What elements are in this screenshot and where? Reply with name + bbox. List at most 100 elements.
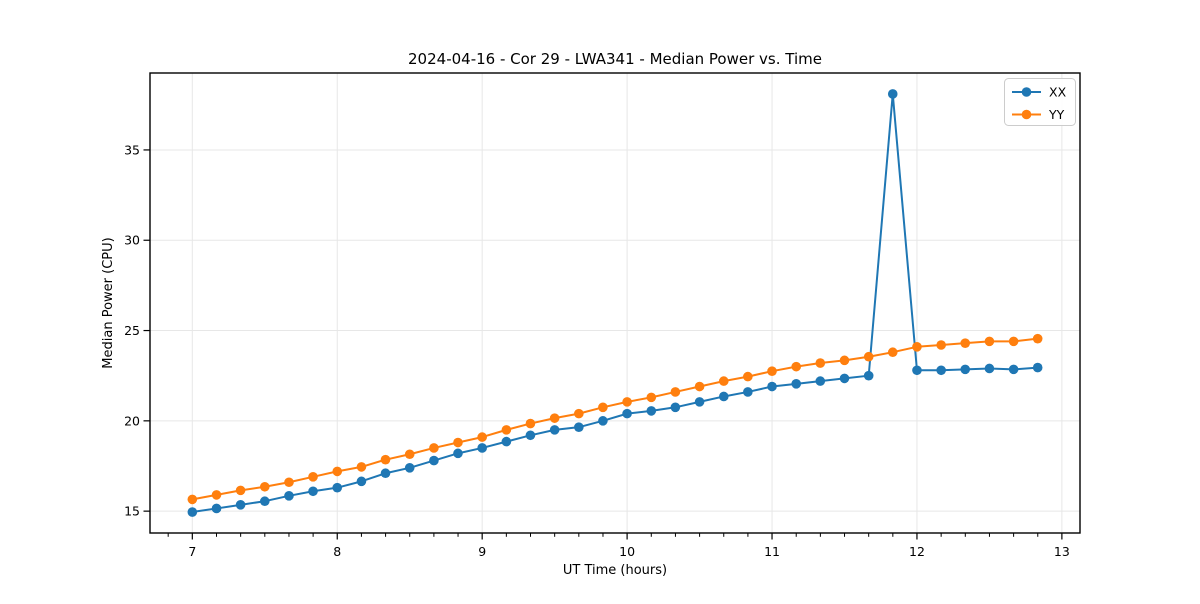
legend-label-xx: XX <box>1049 85 1067 100</box>
series-xx-marker <box>235 500 246 510</box>
series-yy-marker <box>791 361 802 372</box>
series-yy-marker <box>863 351 874 362</box>
grid-layer <box>150 73 1080 533</box>
series-yy-marker <box>984 336 995 347</box>
x-tick-label-12: 12 <box>909 544 925 559</box>
series-yy-marker <box>549 413 560 423</box>
series-xx-marker <box>501 436 512 447</box>
series-xx-marker <box>718 391 729 402</box>
series-yy-marker <box>960 338 971 348</box>
series-xx-marker <box>887 89 898 99</box>
series-yy-marker <box>646 392 657 403</box>
y-tick-label-20: 20 <box>124 413 140 428</box>
legend-marker-xx <box>1021 87 1032 97</box>
series-xx-marker <box>332 482 343 493</box>
legend-label-yy: YY <box>1048 107 1065 122</box>
series-yy-marker <box>235 485 246 496</box>
series-xx-marker <box>743 387 753 397</box>
x-tick-label-10: 10 <box>619 544 635 559</box>
series-xx-marker <box>211 503 222 514</box>
series-yy-marker <box>477 432 487 442</box>
series-xx-marker <box>912 365 922 376</box>
series-xx-marker <box>622 408 632 419</box>
series-yy-marker <box>525 418 536 429</box>
series-yy-marker <box>670 387 681 397</box>
series-xx-marker <box>187 507 198 517</box>
series-xx-marker <box>936 365 946 376</box>
series-yy-marker <box>453 437 463 448</box>
series-yy-marker <box>912 342 922 352</box>
x-tick-label-11: 11 <box>764 544 780 559</box>
series-yy-line <box>192 337 1038 501</box>
x-tick-label-7: 7 <box>188 544 196 559</box>
series-xx-marker <box>549 425 560 435</box>
legend: XX YY <box>1004 78 1076 126</box>
series-layer <box>187 89 1043 517</box>
series-xx-marker <box>284 491 294 501</box>
series-xx-marker <box>404 463 415 473</box>
series-xx-marker <box>1032 362 1043 373</box>
series-xx-marker <box>960 364 971 375</box>
series-yy-marker <box>332 466 343 477</box>
series-xx-line <box>192 92 1038 514</box>
y-tick-label-30: 30 <box>124 233 140 248</box>
series-xx-marker <box>598 416 608 426</box>
series-yy-marker <box>622 397 632 407</box>
y-tick-label-15: 15 <box>124 504 140 519</box>
series-xx-marker <box>863 370 874 381</box>
series-yy-marker <box>187 494 198 505</box>
series-xx-marker <box>477 443 487 453</box>
series-xx-marker <box>574 422 584 432</box>
chart-title: 2024-04-16 - Cor 29 - LWA341 - Median Po… <box>408 50 822 68</box>
y-tick-label-35: 35 <box>124 142 140 157</box>
series-yy-marker <box>936 340 946 350</box>
series-xx-marker <box>791 379 802 389</box>
series-yy-marker <box>839 355 850 366</box>
y-axis-label: Median Power (CPU) <box>101 237 116 368</box>
series-xx-marker <box>694 397 705 407</box>
series-yy-marker <box>259 481 270 492</box>
x-tick-label-9: 9 <box>478 544 486 559</box>
plot-border <box>149 72 1081 534</box>
series-yy-marker <box>356 462 367 472</box>
tick-layer: 7 8 9 10 11 12 13 15 20 25 30 35 <box>124 142 1070 559</box>
series-xx-marker <box>839 373 850 384</box>
series-yy-marker <box>887 347 898 358</box>
series-xx-marker <box>767 381 777 392</box>
series-xx-marker <box>429 455 439 466</box>
series-xx-marker <box>259 496 270 507</box>
x-tick-label-13: 13 <box>1054 544 1070 559</box>
series-yy-marker <box>1032 333 1043 344</box>
series-yy-marker <box>404 449 415 460</box>
series-yy-marker <box>211 490 222 500</box>
series-yy-marker <box>743 371 753 382</box>
y-tick-label-25: 25 <box>124 323 140 338</box>
series-yy-marker <box>767 366 777 376</box>
legend-entry-yy: YY <box>1012 107 1065 122</box>
series-yy-marker <box>1008 336 1019 347</box>
series-xx-marker <box>453 448 463 459</box>
legend-marker-yy <box>1021 109 1032 120</box>
series-yy-marker <box>308 472 318 482</box>
series-xx-marker <box>1008 364 1019 375</box>
series-xx-marker <box>356 476 367 487</box>
series-yy-marker <box>429 443 439 453</box>
x-axis-label: UT Time (hours) <box>563 563 667 578</box>
series-yy-marker <box>501 425 512 435</box>
series-xx-marker <box>815 376 826 386</box>
series-yy-marker <box>598 402 608 413</box>
series-yy-marker <box>380 454 391 465</box>
series-xx-marker <box>525 430 536 441</box>
series-xx-marker <box>380 468 391 479</box>
series-xx-marker <box>670 402 681 413</box>
series-yy-marker <box>284 477 294 488</box>
series-xx-marker <box>646 406 657 416</box>
series-yy-marker <box>574 408 584 419</box>
series-yy-marker <box>815 358 826 368</box>
series-yy-marker <box>694 381 705 392</box>
legend-entry-xx: XX <box>1012 85 1067 100</box>
series-xx-marker <box>308 486 318 497</box>
series-yy-marker <box>718 376 729 386</box>
